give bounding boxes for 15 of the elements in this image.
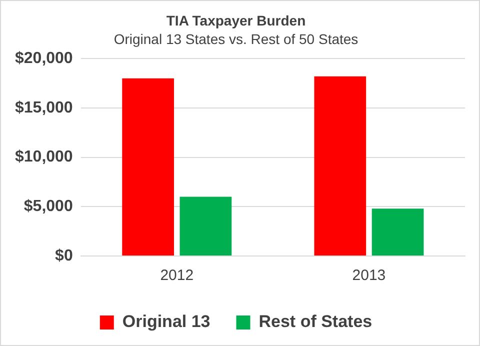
legend-label: Rest of States [258, 312, 372, 332]
y-tick-label: $20,000 [14, 50, 73, 68]
y-tick-label: $0 [55, 247, 73, 264]
bar [372, 208, 424, 256]
y-tick-label: $15,000 [14, 99, 73, 116]
y-tick-label: $5,000 [24, 198, 73, 216]
x-tick-label: 2013 [352, 267, 386, 284]
legend-label: Original 13 [122, 312, 210, 332]
x-tick-label: 2012 [160, 267, 194, 284]
bar [122, 78, 174, 256]
bar [314, 76, 366, 256]
bar [180, 196, 232, 256]
y-tick-label: $10,000 [14, 148, 73, 166]
chart-subtitle: Original 13 States vs. Rest of 50 States [114, 31, 358, 48]
chart-title: TIA Taxpayer Burden [166, 12, 306, 28]
